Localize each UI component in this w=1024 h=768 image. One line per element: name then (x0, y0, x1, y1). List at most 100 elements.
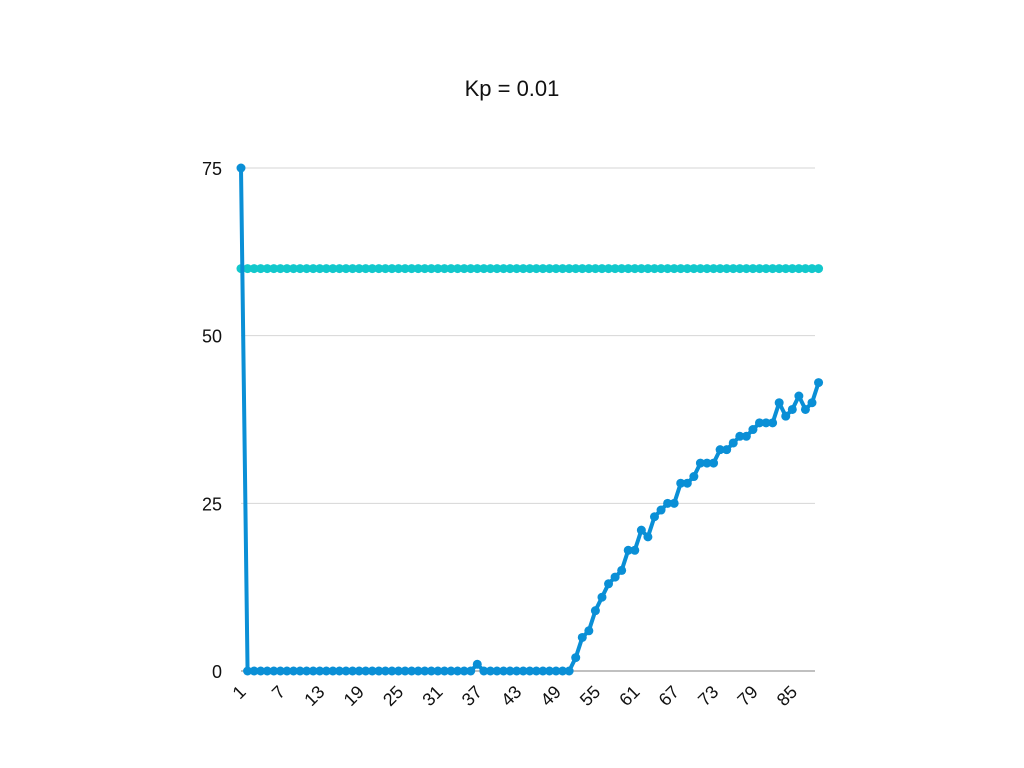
data-point (374, 666, 384, 676)
series-line (239, 166, 821, 673)
data-point (597, 264, 607, 274)
data-point (315, 666, 325, 676)
data-point (361, 666, 371, 676)
data-point (814, 264, 824, 274)
data-point (538, 264, 548, 274)
data-point (604, 579, 614, 589)
data-point (348, 264, 358, 274)
tick-labels: 0 25 50 75 1 7 13 19 25 31 37 43 49 55 61 67 73 79 85 (202, 159, 801, 710)
data-point (275, 264, 285, 274)
data-point (630, 264, 640, 274)
data-point (380, 666, 390, 676)
data-point (354, 264, 364, 274)
x-tick-label: 73 (694, 682, 722, 710)
data-point (689, 264, 699, 274)
data-point (597, 592, 607, 602)
data-point (754, 264, 764, 274)
data-point (341, 666, 351, 676)
data-point (761, 418, 771, 428)
x-tick-label: 7 (268, 682, 289, 703)
data-point (538, 666, 548, 676)
x-tick-label: 55 (576, 682, 604, 710)
data-point (256, 264, 266, 274)
data-point (420, 666, 430, 676)
data-point (702, 458, 712, 468)
data-point (400, 264, 410, 274)
data-point (236, 163, 246, 173)
data-point (584, 264, 594, 274)
data-point (518, 666, 528, 676)
data-point (328, 264, 338, 274)
data-point (334, 264, 344, 274)
data-point (649, 512, 659, 522)
x-tick-label: 85 (773, 682, 801, 710)
data-point (453, 666, 463, 676)
data-point (289, 264, 299, 274)
data-point (361, 264, 371, 274)
data-point (715, 264, 725, 274)
data-point (308, 264, 318, 274)
data-point (781, 264, 791, 274)
data-point (564, 264, 574, 274)
data-point (748, 264, 758, 274)
data-point (492, 666, 502, 676)
x-tick-label: 31 (418, 682, 446, 710)
data-point (604, 264, 614, 274)
data-point (735, 264, 745, 274)
data-point (649, 264, 659, 274)
data-point (768, 418, 778, 428)
data-point (814, 378, 824, 388)
data-point (505, 666, 515, 676)
data-point (577, 632, 587, 642)
data-point (617, 264, 627, 274)
data-point (341, 264, 351, 274)
data-point (262, 666, 272, 676)
data-point (623, 264, 633, 274)
data-point (275, 666, 285, 676)
data-point (676, 478, 686, 488)
data-point (479, 666, 489, 676)
data-point (295, 264, 305, 274)
data-point (741, 264, 751, 274)
data-point (262, 264, 272, 274)
data-point (315, 264, 325, 274)
data-point (525, 666, 535, 676)
data-point (439, 264, 449, 274)
data-point (728, 264, 738, 274)
data-point (426, 666, 436, 676)
data-point (558, 666, 568, 676)
data-point (702, 264, 712, 274)
data-point (590, 606, 600, 616)
y-tick-label: 25 (202, 494, 222, 514)
data-point (499, 264, 509, 274)
x-tick-label: 61 (615, 682, 643, 710)
data-point (610, 264, 620, 274)
data-point (466, 264, 476, 274)
data-point (249, 666, 259, 676)
data-point (807, 264, 817, 274)
data-point (564, 666, 574, 676)
data-point (544, 666, 554, 676)
x-tick-label: 1 (229, 682, 250, 703)
data-point (334, 666, 344, 676)
y-tick-label: 75 (202, 159, 222, 179)
data-point (695, 264, 705, 274)
data-point (472, 264, 482, 274)
data-point (426, 264, 436, 274)
x-tick-label: 79 (733, 682, 761, 710)
data-point (380, 264, 390, 274)
data-point (800, 404, 810, 414)
data-point (243, 666, 253, 676)
data-point (728, 438, 738, 448)
y-tick-label: 50 (202, 327, 222, 347)
data-point (794, 264, 804, 274)
data-point (643, 532, 653, 542)
data-point (321, 264, 331, 274)
data-point (663, 264, 673, 274)
data-point (518, 264, 528, 274)
data-point (577, 264, 587, 274)
data-point (571, 264, 581, 274)
series-group (236, 163, 824, 676)
data-point (623, 545, 633, 555)
